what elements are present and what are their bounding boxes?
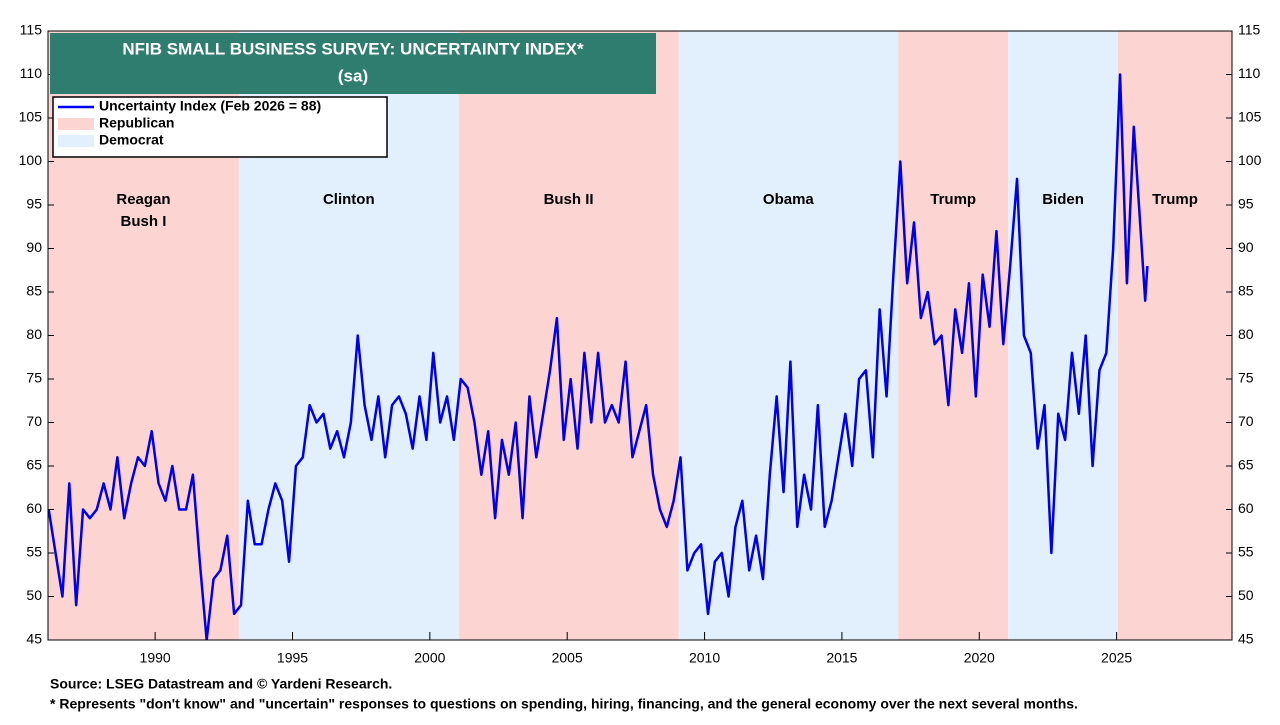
y2-tick-label: 60 xyxy=(1238,500,1254,516)
y2-tick-label: 85 xyxy=(1238,283,1254,299)
y-tick-label: 100 xyxy=(19,152,43,168)
y2-tick-label: 65 xyxy=(1238,457,1254,473)
y2-tick-label: 80 xyxy=(1238,326,1254,342)
y-tick-label: 80 xyxy=(26,326,42,342)
x-tick-label: 1995 xyxy=(277,650,308,666)
region-label: Reagan xyxy=(116,191,170,208)
x-tick-label: 2015 xyxy=(826,650,857,666)
y2-tick-label: 45 xyxy=(1238,631,1254,647)
region-labels: Reagan Bush I Clinton Bush II Obama Trump Bide… xyxy=(116,191,1198,230)
chart-title: NFIB SMALL BUSINESS SURVEY: UNCERTAINTY … xyxy=(122,39,584,58)
legend-label: Republican xyxy=(99,115,174,131)
x-tick-label: 2000 xyxy=(414,650,445,666)
y2-tick-label: 75 xyxy=(1238,370,1254,386)
region-label: Obama xyxy=(763,191,815,208)
region-label: Bush I xyxy=(121,213,167,230)
y-tick-label: 95 xyxy=(26,196,42,212)
legend-swatch xyxy=(58,135,94,147)
y-tick-label: 70 xyxy=(26,413,42,429)
note: * Represents "don't know" and "uncertain… xyxy=(50,696,1078,712)
region-label: Bush II xyxy=(544,191,594,208)
y-tick-label: 115 xyxy=(20,22,43,38)
region xyxy=(458,31,679,640)
y2-tick-label: 95 xyxy=(1238,196,1254,212)
chart-subtitle: (sa) xyxy=(338,66,368,85)
y2-tick-label: 90 xyxy=(1238,239,1254,255)
legend: Uncertainty Index (Feb 2026 = 88)Republi… xyxy=(52,96,388,158)
region xyxy=(1117,31,1232,640)
y2-tick-label: 100 xyxy=(1238,152,1262,168)
x-tick-label: 1990 xyxy=(140,650,171,666)
y-tick-label: 55 xyxy=(26,544,42,560)
legend-box xyxy=(52,96,388,158)
y2-tick-label: 70 xyxy=(1238,413,1254,429)
x-tick-label: 2020 xyxy=(964,650,995,666)
y-tick-label: 75 xyxy=(26,370,42,386)
y-tick-label: 110 xyxy=(20,65,43,81)
legend-label: Uncertainty Index (Feb 2026 = 88) xyxy=(99,98,321,114)
y-tick-label: 105 xyxy=(19,109,43,125)
x-tick-label: 2025 xyxy=(1101,650,1132,666)
y-tick-label: 65 xyxy=(26,457,42,473)
x-tick-label: 2010 xyxy=(689,650,720,666)
axes: 45 45 50 50 55 55 60 60 65 65 70 70 75 75 80 80 85 85 90 90… xyxy=(19,22,1262,666)
title-box xyxy=(50,33,656,94)
y-tick-label: 85 xyxy=(26,283,42,299)
region-label: Clinton xyxy=(323,191,375,208)
y2-tick-label: 115 xyxy=(1238,22,1261,38)
y-tick-label: 90 xyxy=(26,239,42,255)
region xyxy=(1008,31,1118,640)
legend-label: Democrat xyxy=(99,132,164,148)
y-tick-label: 50 xyxy=(26,587,42,603)
x-tick-label: 2005 xyxy=(552,650,583,666)
region-label: Trump xyxy=(930,191,976,208)
plot-frame xyxy=(47,30,1233,641)
region-label: Biden xyxy=(1042,191,1084,208)
series xyxy=(48,73,1149,640)
y2-tick-label: 55 xyxy=(1238,544,1254,560)
region-label: Trump xyxy=(1152,191,1198,208)
region xyxy=(678,31,899,640)
source: Source: LSEG Datastream and © Yardeni Re… xyxy=(50,676,392,692)
y2-tick-label: 50 xyxy=(1238,587,1254,603)
y-tick-label: 45 xyxy=(26,631,42,647)
y-tick-label: 60 xyxy=(26,500,42,516)
series-line xyxy=(48,73,1149,640)
legend-swatch xyxy=(58,118,94,130)
y2-tick-label: 110 xyxy=(1238,65,1261,81)
y2-tick-label: 105 xyxy=(1238,109,1262,125)
